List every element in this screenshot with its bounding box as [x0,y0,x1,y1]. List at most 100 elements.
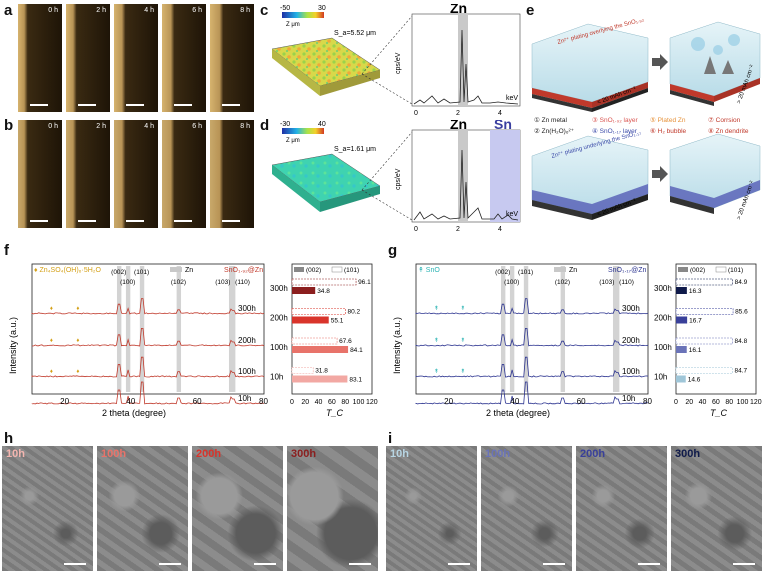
xrd-peak-label: (110) [235,279,250,286]
xrd-time-label: 300h [238,304,256,313]
sem-tile-0: 10h [386,446,477,571]
xrd-xtick: 60 [577,397,586,406]
bar-101 [292,279,356,285]
scale-bar [543,563,565,565]
xrd-time-label: 10h [238,394,251,403]
bar-101 [292,309,345,315]
xrd-peak-label: (102) [555,279,570,286]
time-label: 6 h [192,7,202,14]
bar-002 [676,376,686,383]
bar-legend-swatch-002 [678,267,688,272]
xrd-peak-label: (101) [134,269,149,276]
optical-tile-4: 8 h [210,120,254,228]
panel-label-a: a [4,2,12,19]
optical-series-b: 0 h 2 h 4 h 6 h 8 h [18,120,254,228]
sem-tile-2: 200h [576,446,667,571]
byproduct-marker: ↟ [460,305,465,312]
bar-101-value: 67.6 [339,338,352,345]
scale-bar [78,104,96,106]
bar-legend-swatch-101 [716,267,726,272]
colorbar-c-label: Z μm [286,22,300,28]
bar-002 [676,346,687,353]
colorbar-d [282,128,324,134]
bar-002-value: 84.1 [350,347,363,354]
bar-xtick: 100 [353,399,365,406]
bar-category-label: 100h [270,343,288,352]
xrd-xtick: 20 [60,397,69,406]
xrd-peak-label: (002) [495,269,510,276]
xrd-time-label: 10h [622,394,635,403]
time-label: 0 h [48,7,58,14]
bar-category-label: 300h [270,284,288,293]
time-label: 4 h [144,7,154,14]
bar-101 [292,338,337,344]
xrd-legend-byproduct: ↟ SnO [418,266,440,274]
bar-category-label: 300h [654,284,672,293]
bar-xtick: 20 [685,399,693,406]
eds-xunit-d: keV [506,211,518,218]
byproduct-marker: ↟ [460,337,465,344]
bar-xtick: 80 [725,399,733,406]
sem-time-label: 10h [390,448,409,460]
xrd-peak-label: (103) [599,279,614,286]
bar-category-label: 10h [654,373,667,382]
xrd-peak-label: (100) [120,279,135,286]
xrd-time-label: 300h [622,304,640,313]
scale-bar [159,563,181,565]
e-legend-item: ① Zn metal [534,116,567,124]
optical-tile-4: 8 h [210,4,254,112]
xrd-peak-label: (110) [619,279,634,286]
bar-002 [292,287,315,294]
xrd-xtick: 60 [193,397,202,406]
scale-bar [349,563,371,565]
panel-label-h: h [4,430,13,447]
optical-series-a: 0 h2 h4 h6 h8 h [18,4,254,112]
scale-bar [733,563,755,565]
xrd-legend-zn-swatch [554,267,566,272]
scale-bar [254,563,276,565]
xrd-peak-label: (103) [215,279,230,286]
scale-bar [30,220,48,222]
bar-xlabel: T_C [326,408,344,418]
bar-xtick: 20 [301,399,309,406]
scale-bar [126,104,144,106]
eds-element-zn-c: Zn [450,4,467,16]
bar-002-value: 55.1 [331,318,344,325]
e-legend: ① Zn metal ③ SnO₁.₉₂ layer ⑤ Plated Zn ⑦ Co… [534,116,749,135]
byproduct-marker: ♦ [76,306,79,312]
bar-002-value: 83.1 [349,377,362,384]
xrd-sample-label: SnO₁.₉₂@Zn [224,267,263,274]
xrd-sample-label: SnO₁.₁₇@Zn [608,267,646,274]
time-label: 8 h [240,7,250,14]
bar-002 [292,376,347,383]
eds-xunit-c: keV [506,95,518,102]
scale-bar [78,220,96,222]
colorbar-d-label: Z μm [286,138,300,144]
bar-101-value: 96.1 [358,279,371,286]
bar-002-value: 34.8 [317,288,330,295]
e-legend-item: ③ SnO₁.₉₂ layer [592,116,638,124]
xrd-xlabel: 2 theta (degree) [486,408,550,418]
sem-time-label: 10h [6,448,25,460]
bar-xtick: 40 [699,399,707,406]
byproduct-marker: ♦ [76,369,79,375]
xrd-xlabel: 2 theta (degree) [102,408,166,418]
scale-bar [222,104,240,106]
e-legend-item: ⑥ H₂ bubble [650,127,687,135]
bar-002-value: 16.3 [689,288,702,295]
sem-time-label: 300h [675,448,700,460]
panel-d-figure: -30 40 Z μm S_a=1.61 μm Zn Sn cps/eV 0 2… [262,120,524,232]
xrd-xtick: 80 [643,397,652,406]
bar-101-value: 31.8 [315,368,328,375]
bar-xtick: 60 [328,399,336,406]
time-label: 8 h [240,123,250,130]
optical-tile-0: 0 h [18,120,62,228]
bar-101-value: 84.9 [735,279,748,286]
colorbar-d-min: -30 [280,121,290,128]
bar-legend-swatch-101 [332,267,342,272]
bar-xtick: 0 [290,399,294,406]
bar-xtick: 100 [737,399,749,406]
byproduct-marker: ♦ [50,338,53,344]
byproduct-marker: ♦ [50,306,53,312]
bar-legend-002: (002) [306,267,321,274]
